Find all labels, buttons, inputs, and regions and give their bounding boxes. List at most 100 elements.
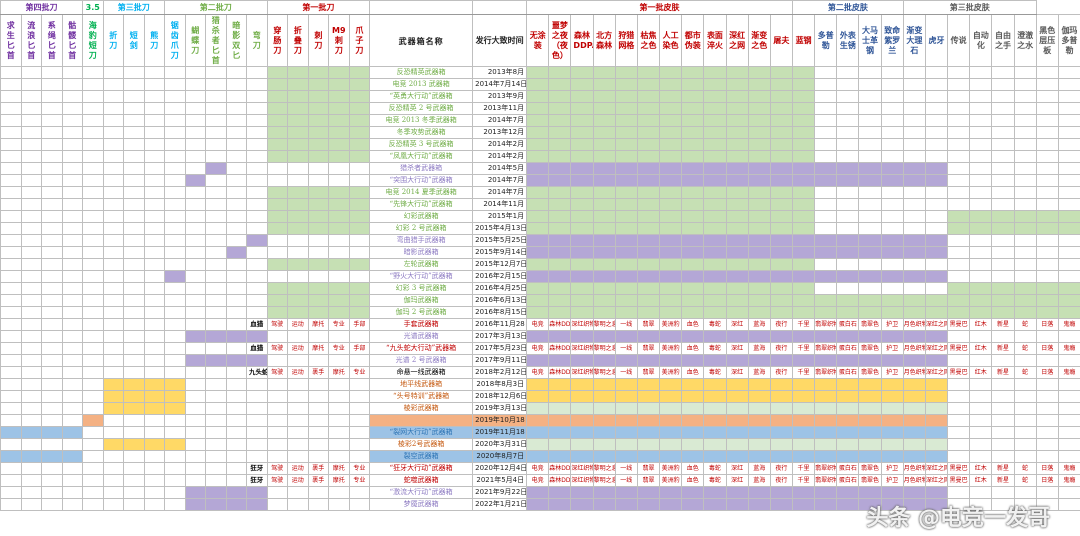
skin-cell xyxy=(1013,402,1037,415)
case-row: 反恐精英 3 号武器箱 2014年2月 xyxy=(0,138,1080,151)
skin-cell xyxy=(614,498,638,511)
knife-cell xyxy=(246,354,268,367)
knife-cell: 摩托 xyxy=(328,366,350,379)
skin-cell xyxy=(769,210,793,223)
skin-cell xyxy=(924,102,949,115)
group-header: 第二批刀 xyxy=(164,0,268,15)
skin-cell xyxy=(1057,258,1080,271)
skin-cell: 黑曼巴 xyxy=(947,318,971,331)
case-date: 2015年12月7日 xyxy=(472,258,528,271)
knife-cell xyxy=(246,378,268,391)
knife-cell xyxy=(143,78,166,91)
skin-cell: 夜行 xyxy=(769,474,793,487)
skin-cell xyxy=(858,414,882,427)
skin-cell: 黎明之息 xyxy=(592,318,616,331)
knife-cell xyxy=(0,126,22,139)
skin-header: 北方森林 xyxy=(592,14,616,67)
skin-cell xyxy=(902,162,926,175)
skin-cell xyxy=(969,234,993,247)
knife-cell xyxy=(41,210,63,223)
skin-cell xyxy=(791,258,816,271)
knife-cell xyxy=(143,366,166,379)
skin-cell xyxy=(592,186,616,199)
skin-cell xyxy=(636,90,661,103)
knife-cell xyxy=(266,354,289,367)
skin-cell xyxy=(570,270,594,283)
skin-cell: 翡翠 xyxy=(636,342,661,355)
knife-cell xyxy=(205,246,227,259)
knife-header: 折叠刀 xyxy=(287,14,309,67)
skin-cell xyxy=(924,114,949,127)
knife-cell xyxy=(348,174,371,187)
knife-cell: 运动 xyxy=(287,462,309,475)
knife-cell xyxy=(41,258,63,271)
knife-cell xyxy=(41,486,63,499)
knife-cell xyxy=(225,390,248,403)
skin-cell xyxy=(858,330,882,343)
knife-cell xyxy=(287,246,309,259)
knife-cell xyxy=(102,318,124,331)
skin-cell xyxy=(526,354,550,367)
skin-cell: 翡翠 xyxy=(636,366,661,379)
skin-cell xyxy=(614,102,638,115)
knife-cell xyxy=(328,78,350,91)
skin-cell xyxy=(1057,282,1080,295)
knife-cell xyxy=(143,426,166,439)
skin-cell xyxy=(769,198,793,211)
skin-cell xyxy=(1013,66,1037,79)
knife-cell xyxy=(41,414,63,427)
skin-cell xyxy=(791,126,816,139)
knife-cell xyxy=(41,354,63,367)
skin-cell xyxy=(703,294,727,307)
knife-header: 短剑 xyxy=(123,14,145,67)
skin-cell xyxy=(947,210,971,223)
skin-cell xyxy=(1057,450,1080,463)
knife-cell xyxy=(143,486,166,499)
skin-cell xyxy=(659,306,683,319)
skin-cell xyxy=(1035,198,1059,211)
skin-cell xyxy=(1035,114,1059,127)
knife-cell xyxy=(123,390,145,403)
case-name: 幻彩 2 号武器箱 xyxy=(369,222,474,235)
knife-cell xyxy=(348,210,371,223)
knife-cell xyxy=(61,462,83,475)
skin-cell xyxy=(526,330,550,343)
knife-cell xyxy=(225,222,248,235)
skin-cell xyxy=(747,150,771,163)
skin-cell xyxy=(1057,246,1080,259)
skin-header: 致命紫罗兰 xyxy=(880,14,904,67)
skin-cell xyxy=(769,90,793,103)
knife-cell xyxy=(266,78,289,91)
skin-cell xyxy=(991,354,1015,367)
knife-cell xyxy=(41,390,63,403)
skin-cell xyxy=(969,486,993,499)
skin-cell xyxy=(636,306,661,319)
skin-cell xyxy=(947,258,971,271)
skin-cell: 鬼瘾 xyxy=(1057,318,1080,331)
knife-cell xyxy=(287,354,309,367)
skin-cell xyxy=(725,282,749,295)
knife-cell xyxy=(225,90,248,103)
case-name: “先锋大行动”武器箱 xyxy=(369,198,474,211)
knife-cell xyxy=(266,174,289,187)
knife-cell xyxy=(348,258,371,271)
knife-cell xyxy=(82,438,104,451)
skin-cell xyxy=(947,222,971,235)
knife-cell xyxy=(82,414,104,427)
knife-cell xyxy=(0,450,22,463)
knife-cell xyxy=(20,306,42,319)
skin-cell xyxy=(814,66,838,79)
knife-cell xyxy=(164,234,186,247)
knife-cell xyxy=(102,90,124,103)
knife-cell xyxy=(102,294,124,307)
knife-cell xyxy=(20,270,42,283)
knife-cell: 手部 xyxy=(348,342,371,355)
skin-cell xyxy=(570,210,594,223)
skin-cell xyxy=(1013,234,1037,247)
skin-cell xyxy=(725,90,749,103)
skin-cell xyxy=(681,66,705,79)
knife-cell xyxy=(82,162,104,175)
knife-cell xyxy=(82,390,104,403)
knife-cell xyxy=(348,378,371,391)
skin-cell xyxy=(570,186,594,199)
